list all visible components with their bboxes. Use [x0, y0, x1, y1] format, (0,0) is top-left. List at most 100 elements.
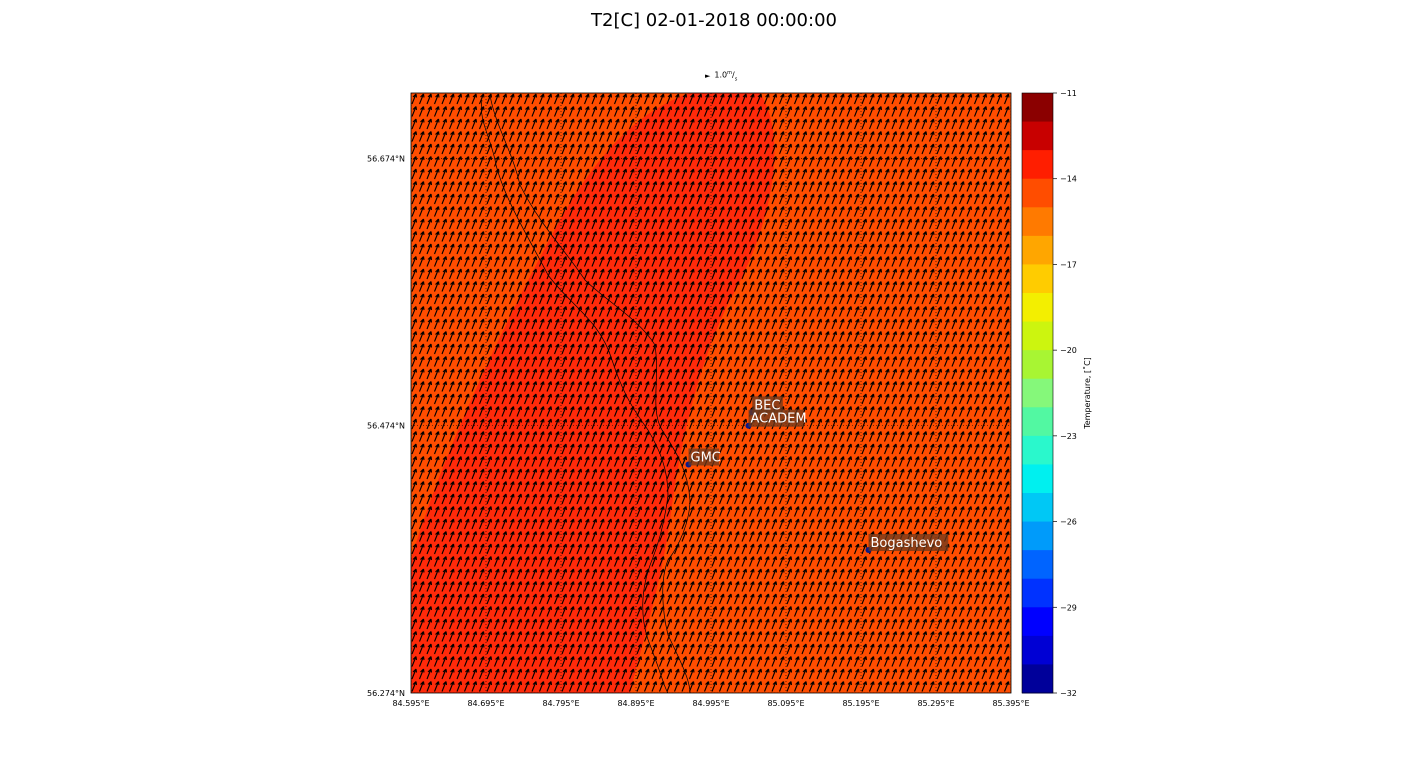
wind-arrow — [441, 243, 448, 255]
wind-arrow — [673, 156, 680, 167]
wind-arrow — [703, 518, 710, 530]
wind-arrow — [621, 593, 628, 605]
wind-arrow — [823, 406, 830, 417]
wind-arrow — [741, 218, 748, 230]
wind-arrow — [741, 606, 748, 617]
wind-arrow — [793, 331, 800, 342]
wind-arrow — [508, 406, 515, 417]
wind-arrow — [441, 568, 448, 580]
wind-arrow — [636, 518, 643, 530]
wind-arrow — [538, 218, 545, 230]
wind-arrow — [613, 206, 620, 217]
wind-arrow — [426, 406, 433, 417]
wind-arrow — [718, 418, 725, 430]
wind-arrow — [651, 656, 658, 667]
wind-arrow — [801, 393, 808, 405]
wind-arrow — [913, 106, 920, 117]
wind-arrow — [936, 106, 943, 117]
wind-arrow — [591, 543, 598, 555]
wind-arrow — [636, 356, 643, 367]
wind-arrow — [471, 243, 478, 255]
wind-arrow — [658, 443, 665, 455]
wind-arrow — [793, 393, 800, 405]
wind-arrow — [613, 531, 620, 542]
wind-arrow — [861, 106, 868, 117]
wind-arrow — [913, 506, 920, 517]
wind-arrow — [838, 368, 845, 380]
wind-arrow — [748, 181, 755, 192]
wind-arrow — [643, 668, 650, 680]
wind-arrow — [433, 231, 440, 242]
wind-arrow — [853, 656, 860, 667]
wind-arrow — [546, 643, 553, 655]
wind-arrow — [478, 556, 485, 567]
colorbar-segment — [1022, 521, 1053, 551]
wind-arrow — [666, 306, 673, 317]
wind-arrow — [801, 181, 808, 192]
wind-arrow — [628, 481, 635, 492]
wind-arrow — [568, 681, 575, 692]
wind-arrow — [493, 368, 500, 380]
wind-arrow — [613, 468, 620, 480]
wind-arrow — [838, 381, 845, 392]
wind-arrow — [921, 606, 928, 617]
wind-arrow — [666, 681, 673, 692]
wind-arrow — [1003, 468, 1010, 480]
wind-arrow — [906, 381, 913, 392]
wind-arrow — [658, 381, 665, 392]
wind-arrow — [846, 206, 853, 217]
wind-arrow — [516, 356, 523, 367]
wind-arrow — [756, 506, 763, 517]
wind-arrow — [793, 656, 800, 667]
wind-arrow — [1003, 131, 1010, 142]
wind-arrow — [973, 593, 980, 605]
wind-arrow — [778, 218, 785, 230]
wind-arrow — [651, 231, 658, 242]
wind-arrow — [876, 506, 883, 517]
wind-arrow — [861, 606, 868, 617]
wind-arrow — [823, 193, 830, 205]
wind-arrow — [981, 581, 988, 592]
wind-arrow — [651, 568, 658, 580]
colorbar-segment — [1022, 378, 1053, 408]
wind-arrow — [988, 118, 995, 130]
wind-arrow — [486, 268, 493, 280]
wind-arrow — [951, 656, 958, 667]
wind-arrow — [658, 293, 665, 305]
wind-arrow — [411, 418, 418, 430]
wind-arrow — [621, 293, 628, 305]
wind-arrow — [808, 668, 815, 680]
wind-arrow — [433, 256, 440, 267]
colorbar-segment — [1022, 350, 1053, 380]
lon-tick-label: 85.395°E — [992, 699, 1029, 708]
wind-arrow — [538, 256, 545, 267]
wind-arrow — [681, 668, 688, 680]
wind-arrow — [793, 268, 800, 280]
wind-arrow — [748, 631, 755, 642]
wind-arrow — [898, 256, 905, 267]
wind-arrow — [936, 668, 943, 680]
wind-arrow — [538, 343, 545, 355]
wind-arrow — [988, 318, 995, 330]
wind-arrow — [936, 681, 943, 692]
wind-arrow — [823, 618, 830, 630]
wind-arrow — [426, 318, 433, 330]
wind-arrow — [696, 581, 703, 592]
wind-arrow — [733, 631, 740, 642]
wind-arrow — [973, 681, 980, 692]
wind-arrow — [943, 93, 950, 105]
wind-arrow — [598, 531, 605, 542]
wind-arrow — [591, 118, 598, 130]
wind-arrow — [883, 293, 890, 305]
wind-arrow — [951, 193, 958, 205]
wind-arrow — [531, 293, 538, 305]
wind-arrow — [876, 231, 883, 242]
wind-arrow — [921, 518, 928, 530]
wind-arrow — [868, 556, 875, 567]
wind-arrow — [591, 206, 598, 217]
wind-arrow — [666, 193, 673, 205]
wind-arrow — [898, 381, 905, 392]
wind-arrow — [891, 318, 898, 330]
wind-arrow — [928, 118, 935, 130]
wind-arrow — [531, 368, 538, 380]
